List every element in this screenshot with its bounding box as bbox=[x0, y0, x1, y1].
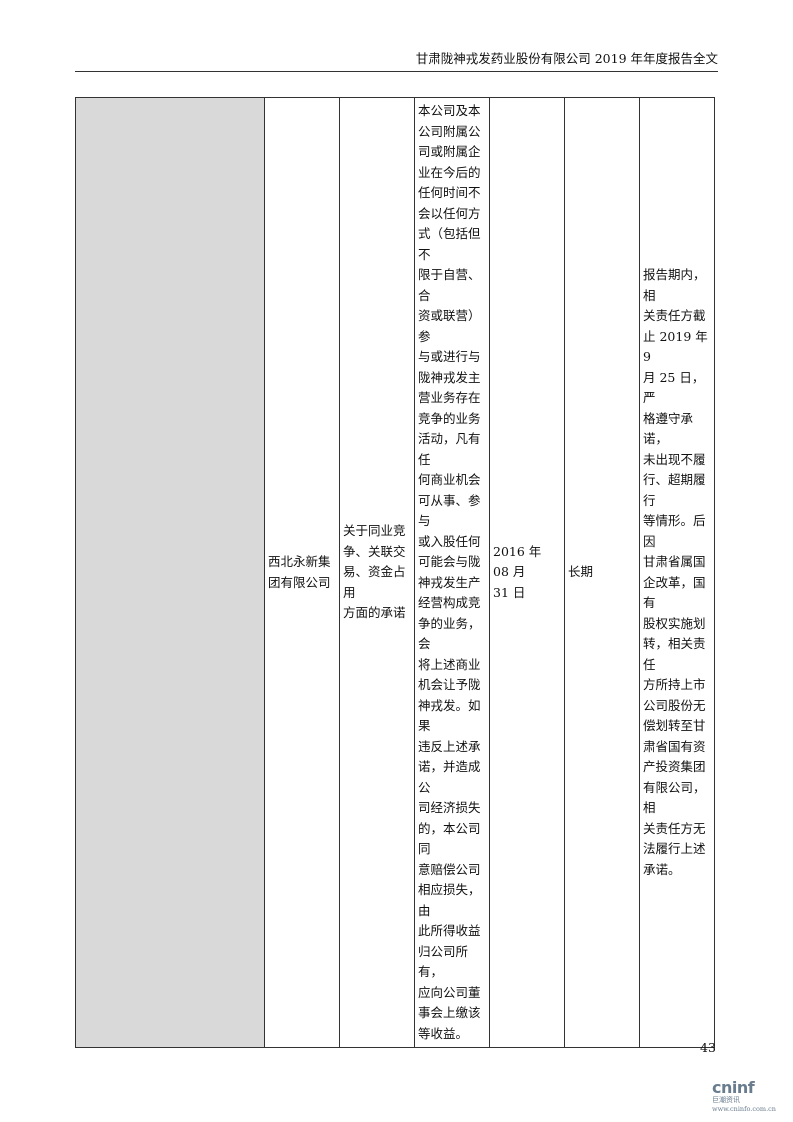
page-number: 43 bbox=[700, 1040, 716, 1055]
commitment-term-cell: 长期 bbox=[564, 97, 640, 1048]
commitment-type-cell: 关于同业竞 争、关联交 易、资金占用 方面的承诺 bbox=[339, 97, 415, 1048]
cninfo-logo: cninf 巨潮资讯 www.cninfo.com.cn bbox=[712, 1078, 787, 1114]
commitment-date-cell: 2016 年 08 月 31 日 bbox=[489, 97, 565, 1048]
report-title: 甘肃陇神戎发药业股份有限公司 2019 年年度报告全文 bbox=[415, 51, 718, 66]
fulfillment-status-cell: 报告期内，相 关责任方截 止 2019 年 9 月 25 日，严 格遵守承诺， … bbox=[639, 97, 715, 1048]
page-header: 甘肃陇神戎发药业股份有限公司 2019 年年度报告全文 bbox=[75, 50, 718, 72]
table-row: 西北永新集 团有限公司 关于同业竞 争、关联交 易、资金占用 方面的承诺 本公司… bbox=[75, 97, 715, 1048]
commitment-category-cell bbox=[75, 97, 265, 1048]
logo-url: www.cninfo.com.cn bbox=[712, 1105, 776, 1113]
logo-subtitle: 巨潮资讯 bbox=[712, 1096, 740, 1104]
logo-name: cninf bbox=[712, 1078, 755, 1097]
commitment-content-cell: 本公司及本 公司附属公 司或附属企 业在今后的 任何时间不 会以任何方 式（包括… bbox=[414, 97, 490, 1048]
commitment-party-cell: 西北永新集 团有限公司 bbox=[264, 97, 340, 1048]
commitment-table: 西北永新集 团有限公司 关于同业竞 争、关联交 易、资金占用 方面的承诺 本公司… bbox=[75, 97, 715, 1048]
